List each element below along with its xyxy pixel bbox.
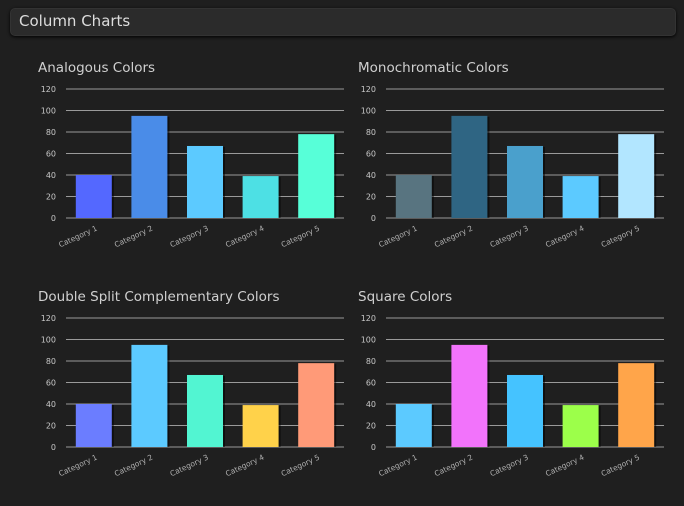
y-tick-label: 60	[366, 150, 376, 159]
y-tick-label: 100	[41, 336, 56, 345]
x-tick-label: Category 4	[544, 453, 586, 479]
x-tick-label: Category 2	[113, 453, 155, 479]
bar	[451, 344, 488, 447]
x-tick-label: Category 3	[169, 453, 211, 479]
bar	[75, 175, 112, 218]
y-tick-label: 20	[46, 193, 56, 202]
chart-title: Monochromatic Colors	[358, 60, 509, 76]
y-tick-label: 80	[366, 128, 376, 137]
y-tick-label: 20	[366, 422, 376, 431]
bar	[131, 115, 168, 218]
y-tick-label: 0	[371, 214, 376, 223]
x-tick-label: Category 5	[280, 453, 322, 479]
chart-2: Monochromatic Colors 0 20 40 60 80 100 120 Categ…	[358, 60, 664, 249]
x-tick-label: Category 5	[280, 224, 322, 250]
x-tick-label: Category 4	[224, 224, 266, 250]
y-tick-label: 60	[366, 379, 376, 388]
y-tick-label: 120	[361, 85, 376, 94]
bar	[298, 363, 335, 447]
y-tick-label: 80	[366, 357, 376, 366]
y-tick-label: 120	[41, 85, 56, 94]
y-tick-label: 40	[46, 400, 56, 409]
bar	[298, 134, 335, 218]
chart-3: Double Split Complementary Colors 0 20 40 60…	[38, 289, 344, 478]
x-tick-label: Category 4	[224, 453, 266, 479]
chart-title: Square Colors	[358, 289, 452, 305]
y-tick-label: 120	[361, 314, 376, 323]
x-tick-label: Category 1	[57, 453, 99, 479]
title-bar: Column Charts	[10, 8, 676, 36]
y-tick-label: 20	[366, 193, 376, 202]
y-tick-label: 100	[41, 107, 56, 116]
x-tick-label: Category 5	[600, 453, 642, 479]
bar	[395, 404, 432, 447]
page-title: Column Charts	[19, 12, 131, 30]
y-tick-label: 100	[361, 107, 376, 116]
y-tick-label: 0	[371, 443, 376, 452]
bar	[507, 374, 543, 447]
bar	[131, 344, 168, 447]
y-tick-label: 80	[46, 357, 56, 366]
x-tick-label: Category 2	[113, 224, 155, 250]
x-tick-label: Category 1	[377, 453, 419, 479]
bar	[242, 405, 279, 447]
chart-1: Analogous Colors 0 20 40 60 80 100 120 Category …	[38, 60, 344, 249]
chart-title: Analogous Colors	[38, 60, 155, 76]
bar	[395, 175, 432, 218]
y-tick-label: 80	[46, 128, 56, 137]
bar	[187, 145, 223, 218]
x-tick-label: Category 3	[169, 224, 211, 250]
bar	[507, 145, 543, 218]
bar	[75, 404, 112, 447]
y-tick-label: 20	[46, 422, 56, 431]
x-tick-label: Category 1	[57, 224, 99, 250]
y-tick-label: 0	[51, 214, 56, 223]
x-tick-label: Category 4	[544, 224, 586, 250]
bar	[562, 176, 599, 218]
x-tick-label: Category 3	[489, 224, 531, 250]
bar	[618, 363, 655, 447]
x-tick-label: Category 2	[433, 224, 475, 250]
y-tick-label: 40	[366, 400, 376, 409]
bar	[618, 134, 655, 218]
x-tick-label: Category 2	[433, 453, 475, 479]
y-tick-label: 40	[366, 171, 376, 180]
bar	[451, 115, 488, 218]
bar	[187, 374, 223, 447]
y-tick-label: 120	[41, 314, 56, 323]
chart-4: Square Colors 0 20 40 60 80 100 120 Category 1 Ca…	[358, 289, 664, 478]
y-tick-label: 100	[361, 336, 376, 345]
chart-title: Double Split Complementary Colors	[38, 289, 280, 305]
bar	[242, 176, 279, 218]
x-tick-label: Category 1	[377, 224, 419, 250]
y-tick-label: 60	[46, 150, 56, 159]
y-tick-label: 60	[46, 379, 56, 388]
y-tick-label: 0	[51, 443, 56, 452]
x-tick-label: Category 3	[489, 453, 531, 479]
x-tick-label: Category 5	[600, 224, 642, 250]
y-tick-label: 40	[46, 171, 56, 180]
bar	[562, 405, 599, 447]
